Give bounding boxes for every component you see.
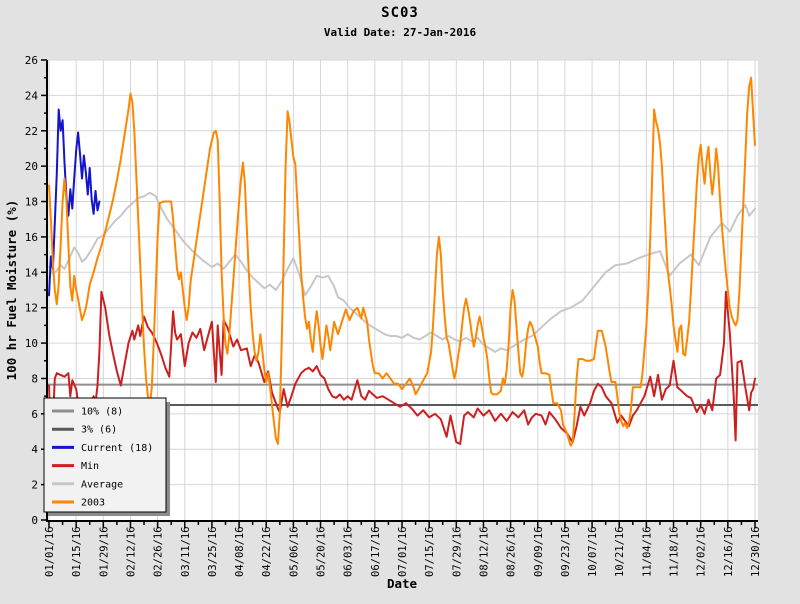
series-line-current-18 xyxy=(48,108,101,297)
x-tick-label: 05/20/16 xyxy=(316,526,328,577)
legend-item-label: Min xyxy=(81,461,99,472)
x-tick-label: 06/17/16 xyxy=(370,526,382,577)
x-tick-label: 01/29/16 xyxy=(98,526,110,577)
x-tick-label: 10/21/16 xyxy=(614,526,626,577)
chart-subtitle: Valid Date: 27-Jan-2016 xyxy=(324,26,477,39)
x-tick-label: 03/11/16 xyxy=(180,526,192,577)
y-tick-label: 14 xyxy=(25,266,39,279)
x-tick-label: 12/16/16 xyxy=(723,526,735,577)
y-tick-label: 12 xyxy=(25,302,38,315)
legend-item-label: Average xyxy=(81,479,123,490)
x-tick-label: 06/03/16 xyxy=(343,526,355,577)
x-tick-label: 11/18/16 xyxy=(669,526,681,577)
chart-title: SC03 xyxy=(381,5,419,21)
x-tick-label: 01/01/16 xyxy=(44,526,56,577)
x-tick-label: 12/02/16 xyxy=(696,526,708,577)
y-tick-label: 0 xyxy=(31,514,38,527)
x-tick-label: 07/29/16 xyxy=(451,526,463,577)
legend-box xyxy=(43,397,167,513)
y-tick-label: 2 xyxy=(31,479,38,492)
y-tick-label: 16 xyxy=(25,231,38,244)
legend-item-label: 3% (6) xyxy=(81,425,117,436)
y-tick-label: 22 xyxy=(25,125,38,138)
x-tick-label: 02/26/16 xyxy=(153,526,165,577)
y-axis-title: 100 hr Fuel Moisture (%) xyxy=(4,200,19,381)
legend-item-label: Current (18) xyxy=(81,443,153,454)
x-tick-label: 11/04/16 xyxy=(641,526,653,577)
x-tick-label: 04/22/16 xyxy=(261,526,273,577)
x-tick-label: 09/09/16 xyxy=(533,526,545,577)
x-tick-label: 02/12/16 xyxy=(125,526,137,577)
legend: 10% (8) 3% (6) Current (18) Min Average 2003 xyxy=(43,397,170,516)
y-tick-label: 6 xyxy=(31,408,38,421)
x-tick-label: 08/26/16 xyxy=(506,526,518,577)
x-tick-label: 09/23/16 xyxy=(560,526,572,577)
y-tick-label: 10 xyxy=(25,337,38,350)
series-line-2003 xyxy=(48,76,756,447)
x-tick-label: 04/08/16 xyxy=(234,526,246,577)
y-tick-label: 18 xyxy=(25,196,38,209)
x-tick-label: 01/15/16 xyxy=(71,526,83,577)
legend-item-label: 2003 xyxy=(81,498,105,509)
y-tick-label: 20 xyxy=(25,160,38,173)
x-tick-label: 03/25/16 xyxy=(207,526,219,577)
x-tick-label: 12/30/16 xyxy=(750,526,762,577)
x-tick-label: 08/12/16 xyxy=(478,526,490,577)
series-line-min xyxy=(48,290,756,445)
x-tick-label: 07/15/16 xyxy=(424,526,436,577)
y-tick-label: 4 xyxy=(31,443,38,456)
series-line-average xyxy=(48,191,756,353)
y-tick-label: 26 xyxy=(25,54,38,67)
x-tick-label: 07/01/16 xyxy=(397,526,409,577)
x-tick-label: 05/06/16 xyxy=(288,526,300,577)
x-axis-title: Date xyxy=(387,576,418,591)
x-tick-label: 10/07/16 xyxy=(587,526,599,577)
y-tick-label: 24 xyxy=(25,89,39,102)
legend-item-label: 10% (8) xyxy=(81,407,123,418)
y-tick-label: 8 xyxy=(31,372,38,385)
